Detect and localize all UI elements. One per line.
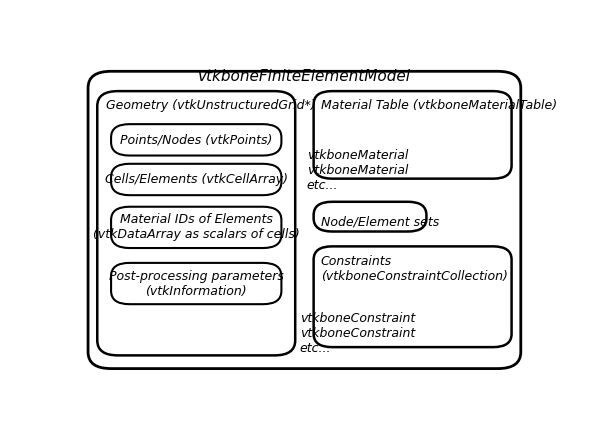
FancyBboxPatch shape [88, 71, 521, 369]
FancyBboxPatch shape [97, 91, 295, 355]
Text: Post-processing parameters
(vtkInformation): Post-processing parameters (vtkInformati… [109, 269, 284, 298]
Text: Geometry (vtkUnstructuredGrid*): Geometry (vtkUnstructuredGrid*) [106, 100, 316, 112]
Text: Material Table (vtkboneMaterialTable): Material Table (vtkboneMaterialTable) [321, 100, 557, 112]
FancyBboxPatch shape [111, 207, 282, 248]
Text: vtkboneMaterial
vtkboneMaterial
etc...: vtkboneMaterial vtkboneMaterial etc... [307, 149, 408, 192]
Text: vtkboneFiniteElementModel: vtkboneFiniteElementModel [198, 69, 411, 84]
Text: Points/Nodes (vtkPoints): Points/Nodes (vtkPoints) [120, 133, 273, 146]
FancyBboxPatch shape [314, 91, 511, 178]
FancyBboxPatch shape [111, 263, 282, 304]
Text: Cells/Elements (vtkCellArray): Cells/Elements (vtkCellArray) [105, 173, 287, 186]
FancyBboxPatch shape [111, 164, 282, 195]
Text: Material IDs of Elements
(vtkDataArray as scalars of cells): Material IDs of Elements (vtkDataArray a… [93, 213, 299, 242]
FancyBboxPatch shape [314, 246, 511, 347]
FancyBboxPatch shape [314, 202, 426, 232]
Text: vtkboneConstraint
vtkboneConstraint
etc...: vtkboneConstraint vtkboneConstraint etc.… [300, 312, 415, 356]
Text: Constraints
(vtkboneConstraintCollection): Constraints (vtkboneConstraintCollection… [321, 255, 507, 283]
FancyBboxPatch shape [111, 124, 282, 156]
Text: Node/Element sets: Node/Element sets [321, 216, 439, 229]
